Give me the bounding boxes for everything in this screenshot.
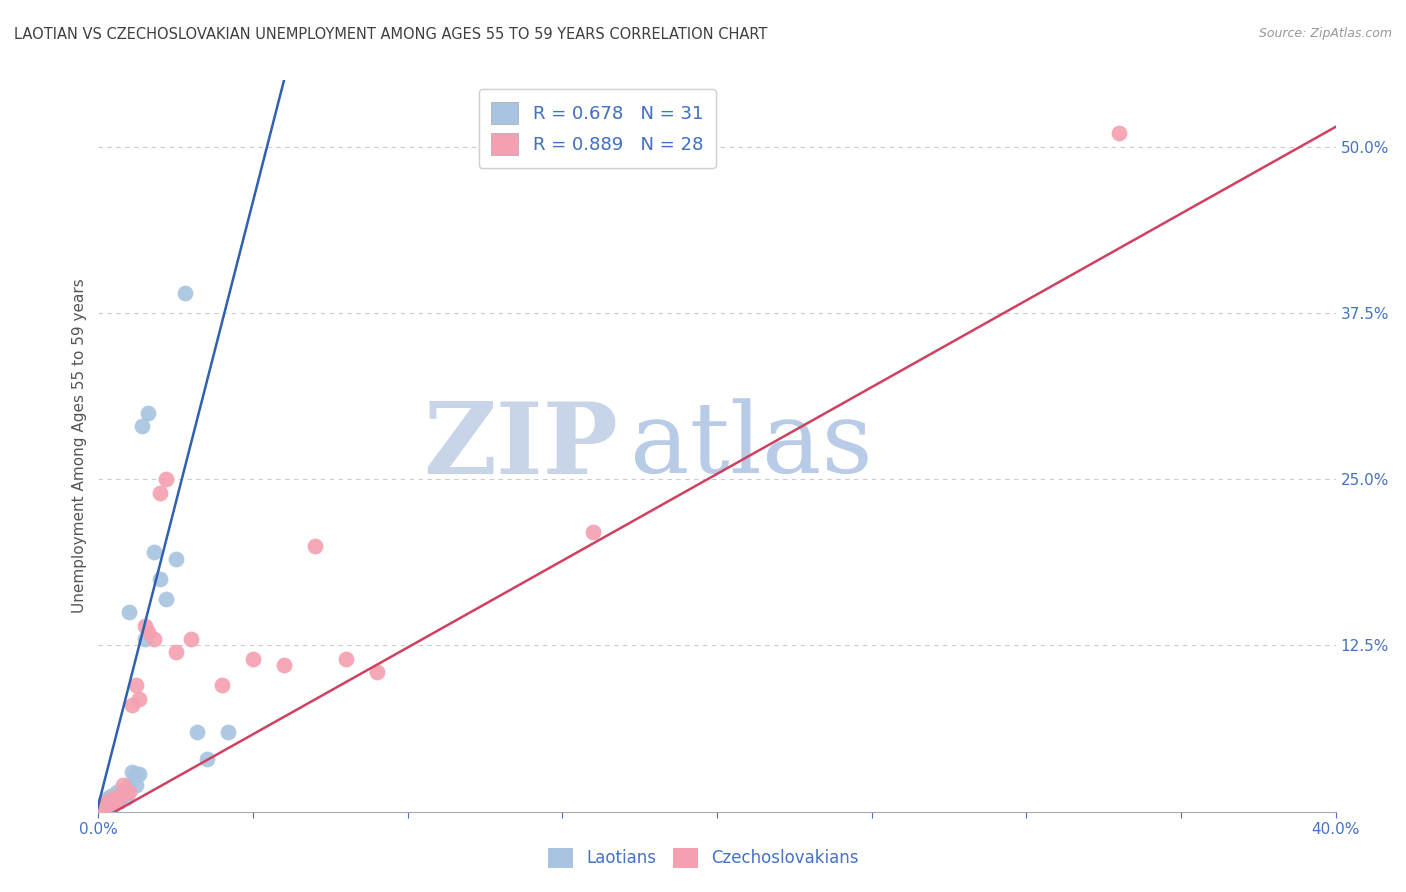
Point: [304, 539, 326, 553]
Point: [97, 801, 120, 815]
Point: [108, 789, 131, 803]
Legend: Laotians, Czechoslovakians: Laotians, Czechoslovakians: [541, 841, 865, 875]
Point: [211, 678, 233, 692]
Point: [100, 798, 122, 813]
Point: [217, 725, 239, 739]
Point: [128, 691, 150, 706]
Point: [136, 625, 159, 640]
Point: [115, 791, 138, 805]
Point: [143, 632, 166, 646]
Y-axis label: Unemployment Among Ages 55 to 59 years: Unemployment Among Ages 55 to 59 years: [72, 278, 87, 614]
Point: [242, 652, 264, 666]
Point: [186, 725, 208, 739]
Point: [134, 618, 156, 632]
Point: [112, 778, 135, 792]
Point: [366, 665, 388, 679]
Text: atlas: atlas: [630, 398, 873, 494]
Point: [165, 552, 187, 566]
Point: [155, 472, 177, 486]
Point: [136, 406, 159, 420]
Point: [115, 785, 138, 799]
Point: [97, 794, 120, 808]
Point: [103, 791, 125, 805]
Point: [124, 778, 146, 792]
Point: [93, 798, 115, 813]
Point: [97, 791, 120, 805]
Point: [100, 797, 122, 811]
Point: [582, 525, 605, 540]
Point: [93, 798, 115, 813]
Point: [273, 658, 295, 673]
Point: [1108, 127, 1130, 141]
Point: [149, 572, 172, 586]
Point: [174, 286, 197, 301]
Point: [121, 764, 143, 779]
Point: [103, 791, 125, 805]
Point: [180, 632, 202, 646]
Point: [100, 789, 122, 803]
Point: [335, 652, 357, 666]
Point: [131, 419, 153, 434]
Point: [155, 591, 177, 606]
Point: [134, 632, 156, 646]
Point: [108, 794, 131, 808]
Point: [149, 485, 172, 500]
Point: [103, 797, 125, 811]
Text: Source: ZipAtlas.com: Source: ZipAtlas.com: [1258, 27, 1392, 40]
Text: LAOTIAN VS CZECHOSLOVAKIAN UNEMPLOYMENT AMONG AGES 55 TO 59 YEARS CORRELATION CH: LAOTIAN VS CZECHOSLOVAKIAN UNEMPLOYMENT …: [14, 27, 768, 42]
Point: [165, 645, 187, 659]
Point: [128, 767, 150, 781]
Point: [124, 767, 146, 781]
Point: [118, 785, 141, 799]
Point: [143, 545, 166, 559]
Legend: R = 0.678   N = 31, R = 0.889   N = 28: R = 0.678 N = 31, R = 0.889 N = 28: [478, 89, 716, 168]
Point: [93, 794, 115, 808]
Point: [124, 678, 146, 692]
Point: [118, 605, 141, 619]
Point: [105, 785, 128, 799]
Point: [90, 801, 112, 815]
Point: [118, 778, 141, 792]
Point: [112, 786, 135, 800]
Point: [195, 751, 218, 765]
Point: [105, 794, 128, 808]
Text: ZIP: ZIP: [423, 398, 619, 494]
Point: [108, 789, 131, 803]
Point: [90, 801, 112, 815]
Point: [121, 698, 143, 713]
